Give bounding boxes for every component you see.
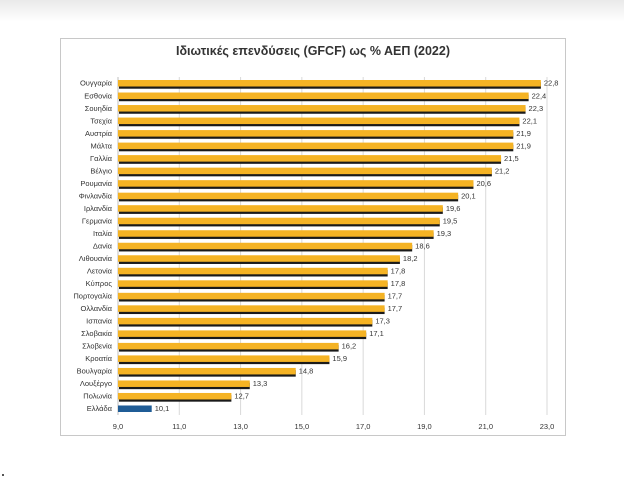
value-label: 19,5 [443, 216, 458, 225]
category-label: Πολωνία [83, 392, 112, 401]
category-label: Λουξέργο [80, 379, 112, 388]
bar [118, 392, 232, 400]
category-label: Τσεχία [90, 116, 112, 125]
bar [118, 130, 514, 137]
category-label: Λετονία [87, 267, 113, 276]
chart-title: Ιδιωτικές επενδύσεις (GFCF) ως % ΑΕΠ (20… [175, 44, 451, 58]
bar [118, 117, 520, 125]
category-label: Ελλάδα [87, 404, 113, 413]
bar [118, 292, 385, 300]
bar [118, 255, 400, 262]
value-label: 17,1 [369, 329, 384, 338]
value-label: 19,6 [446, 204, 461, 213]
category-label: Μάλτα [90, 141, 112, 150]
bar [118, 342, 339, 350]
category-label: Ουγγαρία [80, 79, 113, 88]
value-label: 15,9 [332, 354, 347, 363]
x-tick-label: 9,0 [113, 422, 123, 431]
value-label: 18,2 [403, 254, 418, 263]
value-label: 19,3 [437, 229, 452, 238]
category-label: Κροατία [85, 354, 112, 363]
bar [118, 192, 459, 200]
x-tick-label: 15,0 [295, 422, 310, 431]
category-label: Φινλανδία [79, 191, 113, 200]
value-label: 17,7 [388, 304, 403, 313]
value-label: 17,8 [391, 279, 406, 288]
category-label: Βουλγαρία [77, 367, 113, 376]
category-label: Πορτογαλία [73, 292, 112, 301]
bar [118, 180, 474, 187]
category-label: Ρουμανία [80, 179, 112, 188]
category-label: Γερμανία [82, 216, 113, 225]
value-label: 20,1 [461, 191, 476, 200]
bar [118, 92, 529, 100]
bar [118, 355, 330, 362]
value-label: 12,7 [234, 392, 249, 401]
bar [118, 305, 385, 312]
value-label: 21,2 [495, 166, 510, 175]
x-tick-label: 17,0 [356, 422, 371, 431]
x-tick-label: 13,0 [233, 422, 248, 431]
category-label: Κύπρος [86, 279, 113, 288]
category-label: Λιθουανία [79, 254, 113, 263]
bar [118, 367, 296, 375]
value-label: 17,3 [375, 317, 390, 326]
category-label: Εσθονία [84, 91, 112, 100]
category-label: Αυστρία [85, 129, 113, 138]
bar [118, 242, 413, 250]
category-label: Βέλγιο [90, 166, 112, 175]
value-label: 21,9 [516, 129, 531, 138]
category-label: Ιρλανδία [84, 204, 113, 213]
bar [118, 230, 434, 237]
x-tick-label: 11,0 [172, 422, 186, 431]
value-label: 13,3 [253, 379, 268, 388]
value-label: 20,6 [476, 179, 491, 188]
value-label: 17,7 [388, 292, 403, 301]
value-label: 10,1 [155, 404, 170, 413]
category-label: Ολλανδία [81, 304, 113, 313]
corner-dot [2, 474, 4, 476]
value-label: 22,4 [532, 91, 547, 100]
category-label: Σλοβακία [81, 329, 113, 338]
category-label: Ισπανία [86, 317, 113, 326]
bar [118, 167, 492, 175]
value-label: 22,8 [544, 79, 559, 88]
value-label: 22,3 [529, 104, 544, 113]
bar [118, 330, 367, 337]
value-label: 14,8 [299, 367, 314, 376]
bar [118, 280, 388, 287]
bar [118, 205, 443, 212]
bar [118, 142, 514, 150]
bar [118, 380, 250, 387]
bar [118, 105, 526, 112]
value-label: 21,5 [504, 154, 519, 163]
bar [118, 317, 373, 325]
value-label: 17,8 [391, 267, 406, 276]
category-label: Σουηδία [85, 104, 113, 113]
value-label: 18,6 [415, 241, 430, 250]
bar [118, 405, 152, 412]
x-tick-label: 21,0 [478, 422, 493, 431]
category-label: Γαλλία [90, 154, 113, 163]
value-label: 21,9 [516, 141, 531, 150]
value-label: 16,2 [342, 342, 357, 351]
x-tick-label: 19,0 [417, 422, 432, 431]
top-shade [0, 0, 624, 22]
x-tick-label: 23,0 [540, 422, 555, 431]
bar [118, 155, 502, 162]
bar [118, 267, 388, 275]
category-label: Δανία [93, 241, 113, 250]
category-label: Ιταλία [93, 229, 113, 238]
value-label: 22,1 [522, 116, 537, 125]
bar [118, 80, 541, 87]
bar [118, 217, 440, 225]
category-label: Σλοβενία [82, 342, 113, 351]
